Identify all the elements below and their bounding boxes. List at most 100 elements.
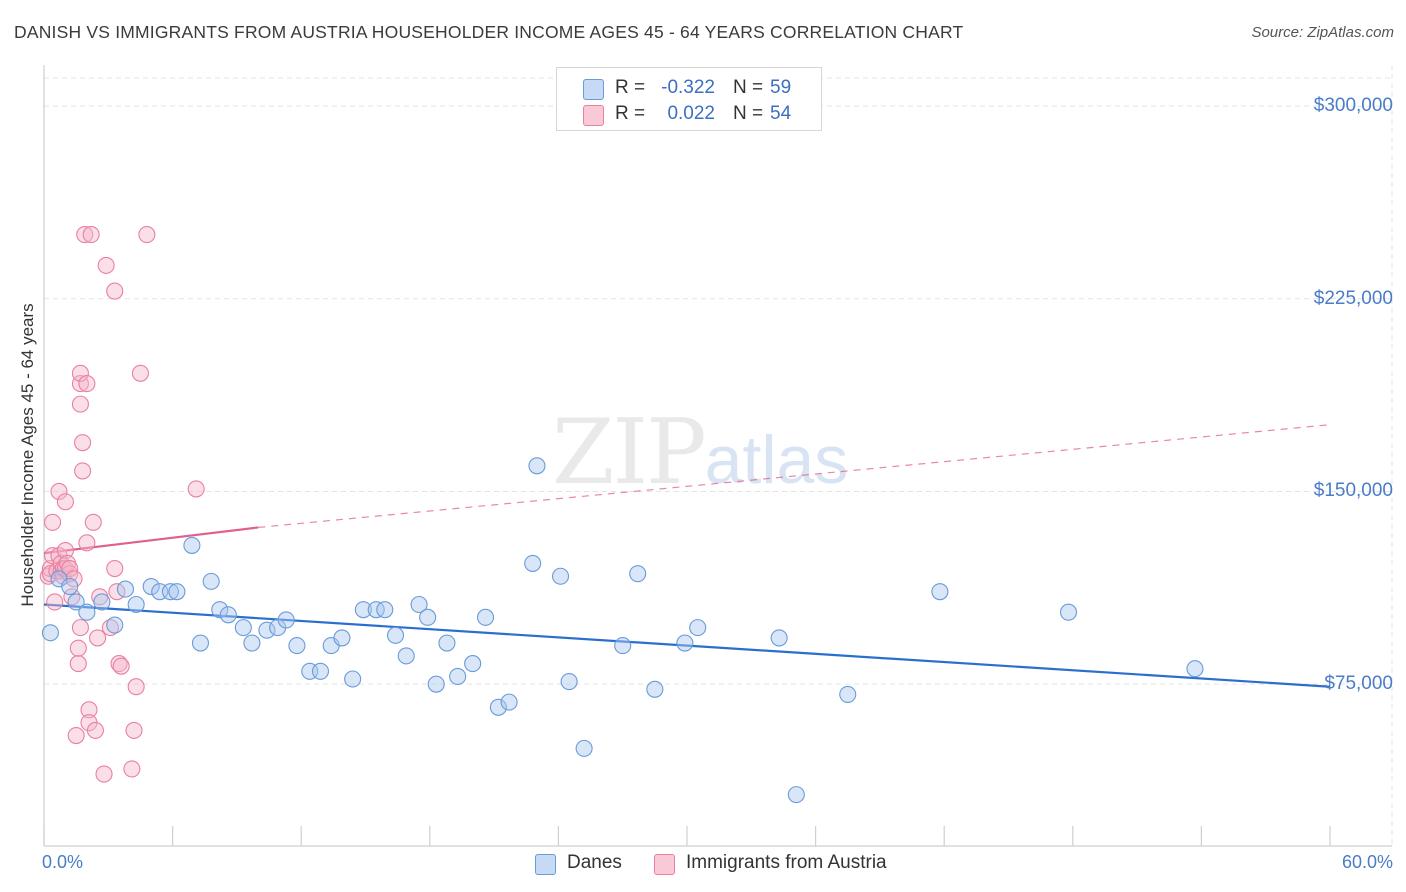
data-point-danes bbox=[575, 739, 593, 757]
data-point-danes bbox=[116, 580, 134, 598]
data-point-danes bbox=[67, 593, 85, 611]
data-point-danes bbox=[311, 662, 330, 680]
data-point-danes bbox=[142, 577, 160, 596]
data-point-danes bbox=[419, 608, 437, 626]
data-point-austria bbox=[56, 493, 74, 511]
data-point-austria bbox=[84, 513, 102, 531]
data-point-danes bbox=[551, 567, 570, 585]
data-point-danes bbox=[528, 457, 546, 475]
danes-swatch bbox=[535, 854, 556, 875]
data-point-danes bbox=[614, 637, 632, 655]
gridlines bbox=[44, 65, 1393, 846]
data-point-danes bbox=[560, 673, 578, 691]
r-label: R = bbox=[615, 103, 646, 124]
data-point-austria bbox=[61, 559, 79, 578]
data-point-austria bbox=[78, 534, 96, 552]
x-tick-label-min: 0.0% bbox=[42, 852, 84, 872]
data-point-danes bbox=[464, 655, 482, 673]
y-tick-label: $150,000 bbox=[1313, 480, 1393, 502]
data-point-danes bbox=[1059, 603, 1078, 621]
data-point-danes bbox=[61, 577, 79, 596]
stats-row-austria: R = 0.022 N = 54 bbox=[557, 102, 821, 128]
data-point-austria bbox=[187, 480, 205, 498]
data-point-danes bbox=[524, 554, 542, 572]
data-point-austria bbox=[56, 542, 74, 560]
data-point-austria bbox=[50, 482, 68, 501]
data-point-danes bbox=[161, 583, 180, 601]
n-value: 54 bbox=[770, 103, 792, 124]
data-point-danes bbox=[1186, 660, 1204, 678]
data-point-danes bbox=[41, 624, 59, 642]
data-point-austria bbox=[127, 678, 145, 696]
data-point-austria bbox=[131, 364, 149, 382]
trend-lines bbox=[43, 424, 1331, 688]
data-point-danes bbox=[202, 572, 220, 590]
data-point-austria bbox=[71, 395, 89, 413]
y-tick-label: $75,000 bbox=[1324, 673, 1393, 695]
data-point-danes bbox=[500, 693, 518, 711]
data-point-austria bbox=[125, 721, 143, 739]
x-tick-label-max: 60.0% bbox=[1341, 852, 1393, 872]
data-point-danes bbox=[258, 621, 276, 639]
data-point-austria bbox=[74, 434, 92, 452]
danes-swatch bbox=[583, 79, 604, 100]
data-point-danes bbox=[78, 603, 96, 621]
y-tick-label: $300,000 bbox=[1313, 95, 1393, 117]
data-point-austria bbox=[80, 701, 98, 719]
data-point-danes bbox=[367, 601, 385, 619]
legend-label-danes: Danes bbox=[567, 852, 622, 873]
data-point-danes bbox=[243, 634, 261, 652]
r-label: R = bbox=[615, 77, 646, 98]
axes bbox=[43, 65, 1392, 847]
r-value: 0.022 bbox=[667, 103, 715, 124]
data-point-danes bbox=[333, 629, 351, 647]
data-point-austria bbox=[71, 375, 89, 393]
data-point-austria bbox=[67, 726, 85, 745]
chart-title: DANISH VS IMMIGRANTS FROM AUSTRIA HOUSEH… bbox=[14, 22, 964, 42]
data-point-danes bbox=[376, 601, 394, 619]
data-point-danes bbox=[489, 698, 507, 716]
data-point-austria bbox=[65, 570, 83, 588]
watermark-zip: ZIP bbox=[552, 400, 707, 505]
n-value: 59 bbox=[770, 77, 792, 98]
austria-swatch bbox=[583, 105, 604, 126]
data-point-danes bbox=[106, 616, 124, 634]
data-point-danes bbox=[397, 647, 415, 665]
data-point-danes bbox=[93, 593, 111, 611]
data-point-danes bbox=[386, 626, 405, 644]
y-tick-label: $225,000 bbox=[1313, 287, 1393, 309]
stats-legend: R = -0.322 N = 59 R = 0.022 N = 54 bbox=[556, 67, 822, 131]
data-point-austria bbox=[69, 655, 87, 673]
data-points bbox=[39, 226, 1204, 804]
data-point-danes bbox=[787, 786, 805, 804]
n-label: N = bbox=[733, 103, 764, 124]
stats-row-danes: R = -0.322 N = 59 bbox=[557, 76, 821, 102]
data-point-austria bbox=[44, 513, 62, 531]
data-point-danes bbox=[191, 634, 210, 652]
data-point-danes bbox=[219, 606, 237, 624]
data-point-danes bbox=[676, 634, 694, 652]
watermark: ZIPatlas bbox=[552, 400, 848, 505]
y-axis-label: Householder Income Ages 45 - 64 years bbox=[18, 303, 37, 607]
data-point-austria bbox=[74, 462, 92, 480]
data-point-austria bbox=[89, 629, 107, 647]
data-point-danes bbox=[476, 608, 495, 626]
n-label: N = bbox=[733, 77, 764, 98]
data-point-danes bbox=[183, 536, 201, 554]
legend-label-austria: Immigrants from Austria bbox=[686, 852, 887, 873]
watermark-atlas: atlas bbox=[704, 422, 849, 498]
data-point-austria bbox=[78, 375, 96, 393]
data-point-austria bbox=[138, 226, 156, 244]
r-value: -0.322 bbox=[661, 77, 715, 98]
data-point-danes bbox=[770, 629, 788, 647]
data-point-austria bbox=[71, 619, 89, 637]
data-point-danes bbox=[438, 634, 456, 652]
data-point-danes bbox=[288, 637, 306, 655]
data-point-austria bbox=[69, 639, 87, 657]
data-point-austria bbox=[86, 721, 104, 739]
data-point-austria bbox=[97, 256, 115, 274]
data-point-danes bbox=[646, 680, 664, 698]
data-point-austria bbox=[82, 226, 100, 244]
data-point-austria bbox=[71, 364, 89, 382]
